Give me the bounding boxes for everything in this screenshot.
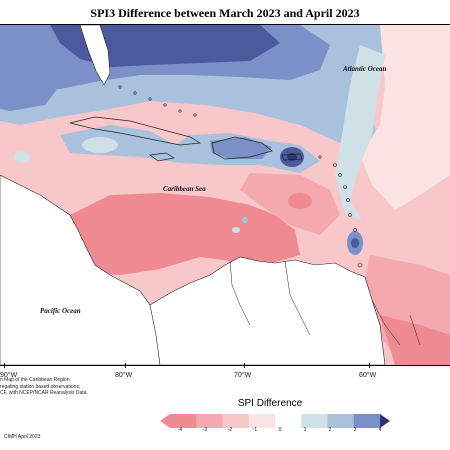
- land-south-america: [149, 256, 386, 365]
- legend-title: SPI Difference: [237, 398, 303, 409]
- legend-tick: 3: [353, 427, 357, 433]
- legend-tick: 1: [303, 427, 307, 433]
- wet-spot-small-west: [14, 151, 30, 163]
- legend-swatches: [170, 414, 381, 428]
- longitude-tick-70w: [244, 363, 245, 368]
- credit-line: regating station based observations,: [0, 383, 81, 390]
- legend-swatch: [222, 414, 250, 428]
- legend-arrow-right: [380, 414, 390, 428]
- map-panel: Atlantic Ocean Caribbean Sea Pacific Oce…: [0, 24, 450, 366]
- legend-colorbar: [160, 414, 390, 428]
- wet-region-gulf: [0, 65, 60, 111]
- wet-region-hispaniola: [210, 137, 272, 159]
- longitude-label-60w: 60°W: [359, 372, 377, 379]
- border-lines-south-america: [229, 260, 421, 346]
- legend-swatch: [170, 414, 197, 428]
- dry-region-caribbean: [70, 193, 300, 275]
- legend-tick: -4: [177, 427, 183, 433]
- legend-swatch: [196, 414, 223, 428]
- land-cuba: [69, 116, 202, 146]
- dry-spot-central: [288, 193, 312, 209]
- legend-tick: -2: [227, 427, 233, 433]
- credit-line: n Map of the Caribbean Region: [0, 377, 70, 383]
- map-title: SPI3 Difference between March 2023 and A…: [90, 6, 360, 20]
- land-hispaniola: [211, 136, 273, 160]
- wet-spot-antilles-south-core: [351, 238, 359, 248]
- land-jamaica: [149, 152, 175, 162]
- land-lesser-antilles: [318, 155, 363, 268]
- neutral-region-atlantic: [360, 25, 450, 210]
- longitude-label-70w: 70°W: [234, 372, 252, 379]
- caribbean-sea-label: Caribbean Sea: [163, 185, 206, 193]
- pacific-ocean-label: Pacific Ocean: [40, 307, 81, 315]
- legend-swatch: [275, 414, 302, 428]
- legend-tick: 2: [328, 427, 332, 433]
- legend-swatch: [301, 414, 328, 428]
- wet-region-atlantic-strip: [335, 45, 385, 220]
- credit-line: CF, with NCEP/NCAR Reanalysis Data.: [0, 390, 88, 397]
- wet-spot-small-central: [242, 217, 248, 223]
- longitude-label-80w: 80°W: [115, 372, 133, 379]
- legend-tick: -3: [202, 427, 208, 433]
- legend-swatch: [248, 414, 276, 428]
- spi-difference-map: [0, 25, 450, 365]
- longitude-tick-80w: [125, 363, 126, 368]
- map-credit-text: n Map of the Caribbean Region regating s…: [0, 377, 130, 397]
- atlantic-ocean-label: Atlantic Ocean: [343, 65, 387, 73]
- legend-tick: 4: [378, 427, 382, 433]
- wet-spot-puerto-rico-core: [287, 153, 297, 161]
- issue-date-label: CIMH April 2023: [4, 434, 41, 440]
- land-bahamas: [118, 85, 197, 117]
- longitude-tick-60w: [369, 363, 370, 368]
- wet-spot-cuba: [82, 137, 118, 153]
- legend-swatch: [327, 414, 355, 428]
- longitude-tick-90w: [4, 363, 5, 368]
- legend-tick: 0: [278, 427, 282, 433]
- longitude-label-90w: 90°W: [0, 372, 18, 379]
- dry-region-amazon: [380, 315, 450, 365]
- land-puerto-rico: [281, 153, 303, 161]
- legend-tick: -1: [252, 427, 258, 433]
- wet-spot-small-caribbean: [232, 227, 240, 233]
- legend-swatch: [353, 414, 381, 428]
- wet-region-greater-antilles: [60, 125, 320, 173]
- legend-arrow-left: [160, 414, 170, 428]
- land-florida: [79, 25, 111, 86]
